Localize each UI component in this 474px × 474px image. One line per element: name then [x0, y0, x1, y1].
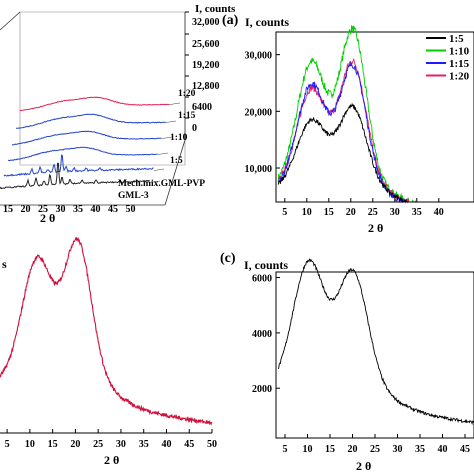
waterfall-leader [161, 136, 173, 139]
waterfall-xtick-label: 40 [91, 204, 101, 215]
waterfall-ztick-label: 12,800 [192, 81, 220, 92]
panel-a-xlabel: 2 θ [368, 221, 383, 235]
waterfall-back-wall [19, 11, 186, 166]
legend-entry: 1:10 [449, 46, 470, 58]
waterfall-xtick-label: 25 [38, 204, 48, 215]
waterfall-leader [157, 152, 169, 155]
panel-c-xtick-label: 25 [370, 444, 380, 455]
waterfall-series-label: GML-3 [118, 191, 149, 201]
legend-entry: 1:15 [449, 58, 470, 70]
waterfall-axis [0, 11, 21, 31]
waterfall-series-1-5 [7, 146, 158, 162]
waterfall-series-label: 1:10 [170, 133, 188, 143]
panel-b-xtick-label: 20 [70, 439, 80, 450]
waterfall-xtick-label: 35 [73, 204, 83, 215]
panel-c-xtick-label: 5 [283, 444, 288, 455]
panel-c-series [277, 258, 474, 426]
legend-entry: 1:20 [449, 71, 470, 83]
panel-c-xtick-label: 40 [438, 444, 448, 455]
waterfall-series-label: 1:15 [178, 111, 196, 121]
waterfall-series-gml-3 [0, 162, 150, 190]
legend-entry: 1:5 [449, 33, 464, 45]
waterfall-ylabel: I, counts [195, 3, 236, 15]
panel-a-xtick-label: 35 [412, 207, 422, 218]
waterfall-series-label: Mech.mix.GML-PVP [118, 179, 205, 189]
waterfall-series-1-20 [19, 96, 170, 112]
panel-a-xtick-label: 15 [324, 207, 334, 218]
panel-a-xtick-label: 20 [346, 207, 356, 218]
panel-b-ylabel: s [2, 257, 7, 271]
panel-b-xtick-label: 30 [116, 439, 126, 450]
waterfall-leader [149, 180, 161, 183]
panel-a-ytick-label: 30,000 [245, 51, 273, 62]
waterfall-xtick-label: 30 [56, 204, 66, 215]
panel-b: s 5 10 15 20 25 30 35 40 45 50 2 θ [0, 236, 217, 467]
waterfall-series-1-15 [15, 113, 166, 129]
panel-a-series-1-15 [277, 62, 472, 203]
waterfall-panel: I, counts 32,00025,60019,20012,80064000 … [0, 3, 236, 225]
panel-b-xtick-label: 35 [139, 439, 149, 450]
panel-a-series-1-5 [277, 102, 472, 204]
panel-b-xtick-label: 45 [184, 439, 194, 450]
panel-c-ytick-label: 4000 [252, 329, 272, 340]
waterfall-xtick-label: 50 [126, 204, 136, 215]
panel-c-xlabel: 2 θ [356, 459, 371, 473]
waterfall-xtick-label: 45 [108, 204, 118, 215]
panel-a-ytick-label: 20,000 [245, 107, 273, 118]
waterfall-leader [165, 120, 177, 123]
panel-b-xtick-label: 25 [93, 439, 103, 450]
panel-c-xtick-label: 20 [348, 444, 358, 455]
panel-c: (c) I, counts 2000 4000 6000 5 10 15 20 25 30 35… [220, 251, 474, 473]
panel-a-xtick-label: 5 [282, 207, 287, 218]
waterfall-ztick-label: 6400 [192, 102, 212, 113]
panel-a-label: (a) [222, 13, 239, 28]
panel-a-xtick-label: 30 [390, 207, 400, 218]
waterfall-ztick-label: 32,000 [192, 17, 220, 28]
panel-a-frame [275, 31, 474, 203]
panel-a-xtick-label: 40 [434, 207, 444, 218]
panel-c-ytick-label: 2000 [252, 384, 272, 395]
panel-c-ylabel: I, counts [244, 258, 288, 272]
waterfall-ztick-label: 25,600 [192, 39, 220, 50]
panel-a-series-1-20 [277, 57, 472, 204]
panel-c-xtick-label: 15 [325, 444, 335, 455]
panel-a-xtick-label: 10 [302, 207, 312, 218]
waterfall-leader [169, 102, 181, 105]
panel-b-xtick-label: 40 [161, 439, 171, 450]
waterfall-ztick-label: 0 [192, 123, 197, 134]
waterfall-xtick-label: 15 [3, 204, 13, 215]
panel-a-ytick-label: 10,000 [245, 164, 273, 175]
panel-b-series [0, 236, 213, 426]
panel-a: (a) I, counts 10,000 20,000 30,000 5 10 15 20… [222, 13, 474, 235]
panel-b-xtick-label: 10 [25, 439, 35, 450]
waterfall-xtick-label: 20 [21, 204, 31, 215]
panel-c-xtick-label: 10 [303, 444, 313, 455]
waterfall-series-mech-mix [3, 154, 154, 177]
waterfall-axis [164, 139, 186, 206]
panel-a-series-1-10 [277, 25, 472, 203]
panel-b-xtick-label: 5 [5, 439, 10, 450]
panel-c-xtick-label: 35 [415, 444, 425, 455]
panel-c-xtick-label: 30 [393, 444, 403, 455]
panel-b-xlabel: 2 θ [104, 453, 119, 467]
panel-c-xtick-label: 45 [460, 444, 470, 455]
panel-a-xtick-label: 25 [368, 207, 378, 218]
panel-b-xtick-label: 15 [48, 439, 58, 450]
panel-a-ylabel: I, counts [245, 15, 289, 29]
waterfall-xlabel: 2 θ [40, 211, 55, 225]
panel-c-ytick-label: 6000 [252, 274, 272, 285]
waterfall-leader [153, 168, 165, 171]
waterfall-series-label: 1:5 [170, 156, 183, 166]
panel-c-label: (c) [220, 251, 236, 266]
waterfall-series-label: 1:20 [178, 89, 196, 99]
waterfall-ztick-label: 19,200 [192, 60, 220, 71]
waterfall-series-1-10 [11, 130, 162, 146]
panel-b-xtick-label: 50 [207, 439, 217, 450]
